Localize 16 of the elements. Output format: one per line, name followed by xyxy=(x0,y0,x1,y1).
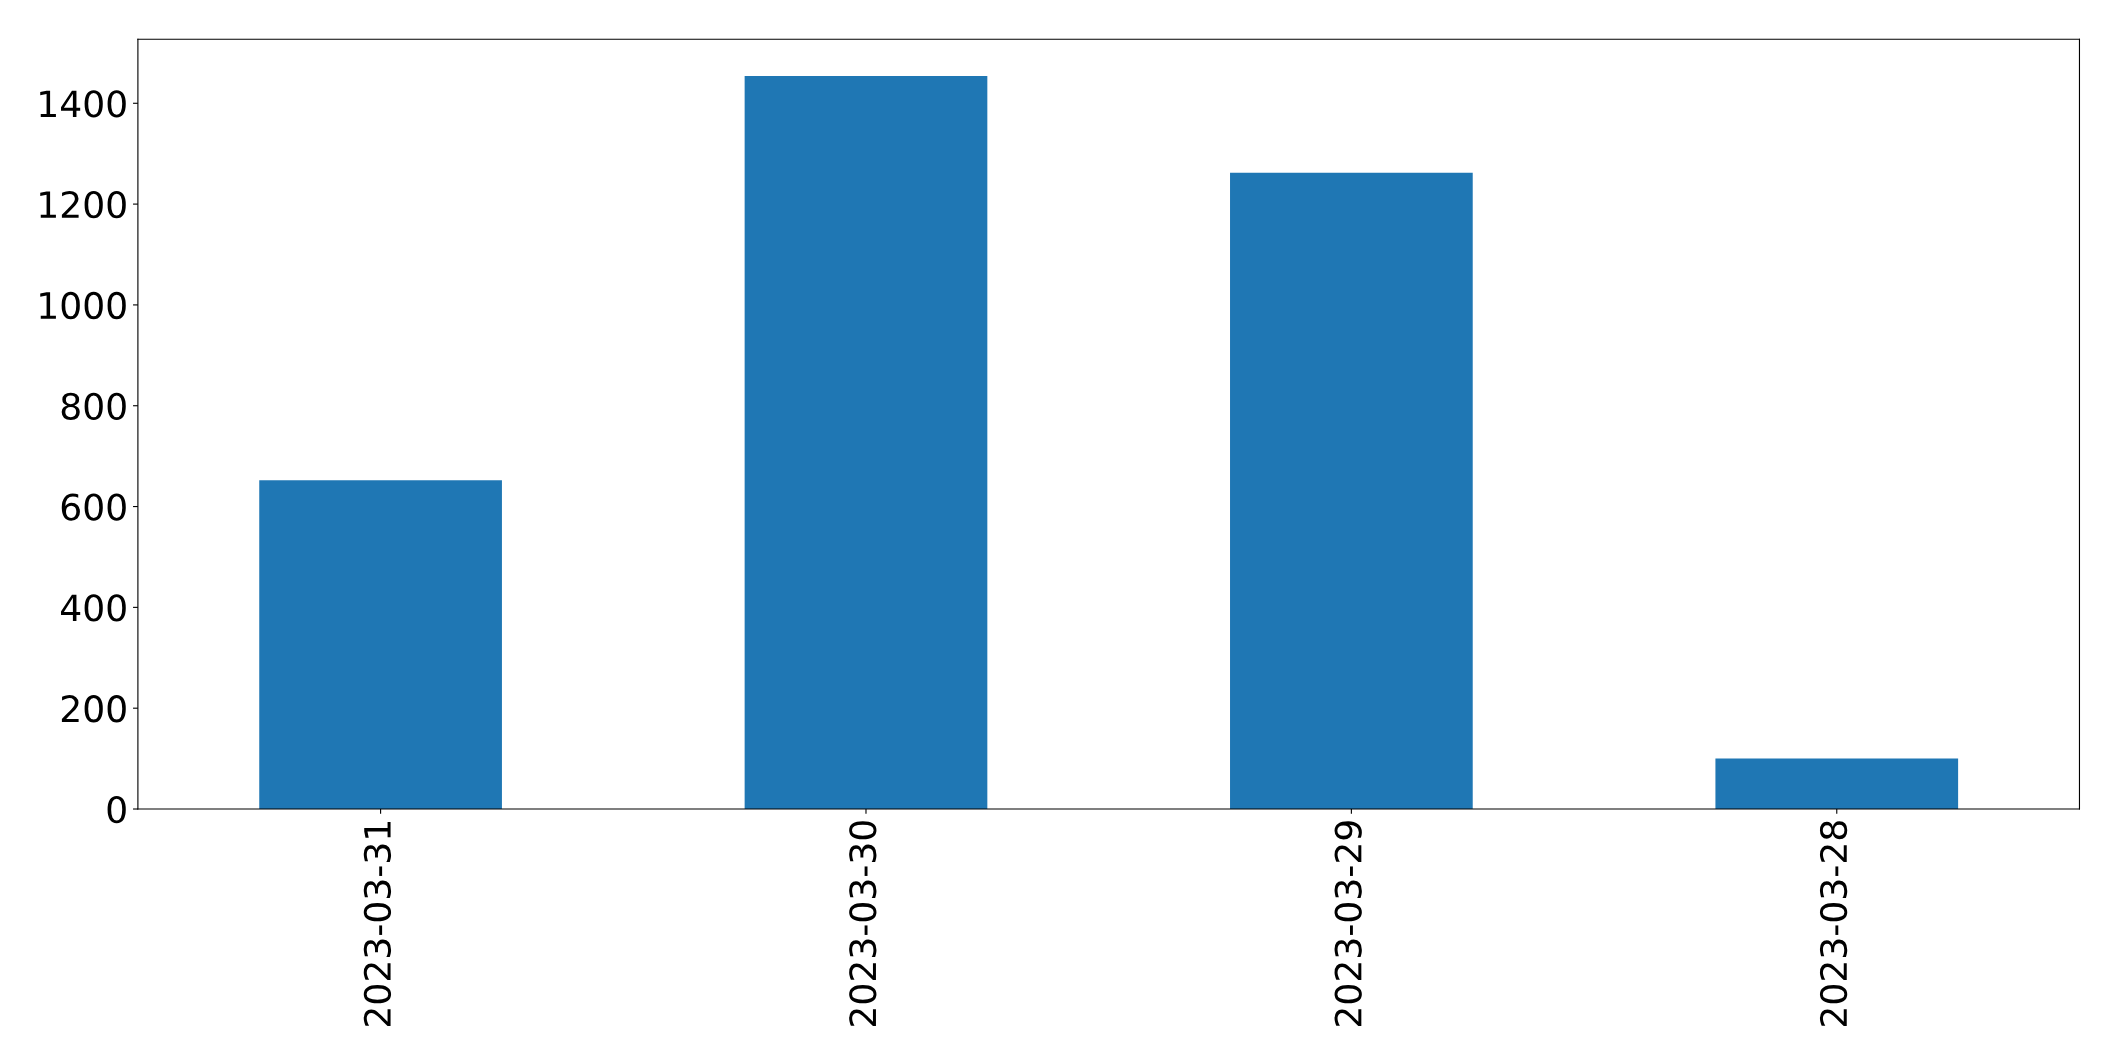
y-tick-label: 200 xyxy=(61,695,126,723)
y-tick-label: 0 xyxy=(107,795,126,824)
bar xyxy=(1230,172,1473,810)
y-tick-label: 1400 xyxy=(40,90,126,118)
y-tick-label: 1200 xyxy=(40,191,126,219)
y-tick-label: 600 xyxy=(61,493,126,521)
x-tick-label: 2023-03-29 xyxy=(1334,821,1362,1026)
y-tick-label: 400 xyxy=(61,594,126,622)
bar xyxy=(259,480,502,810)
bar xyxy=(1715,758,1959,810)
y-tick-label: 1000 xyxy=(40,291,126,320)
x-tick-label: 2023-03-28 xyxy=(1819,821,1848,1026)
y-tick-label: 800 xyxy=(61,392,126,420)
bar xyxy=(744,76,988,810)
x-tick-label: 2023-03-30 xyxy=(849,821,877,1026)
x-tick-label: 2023-03-31 xyxy=(363,822,392,1026)
